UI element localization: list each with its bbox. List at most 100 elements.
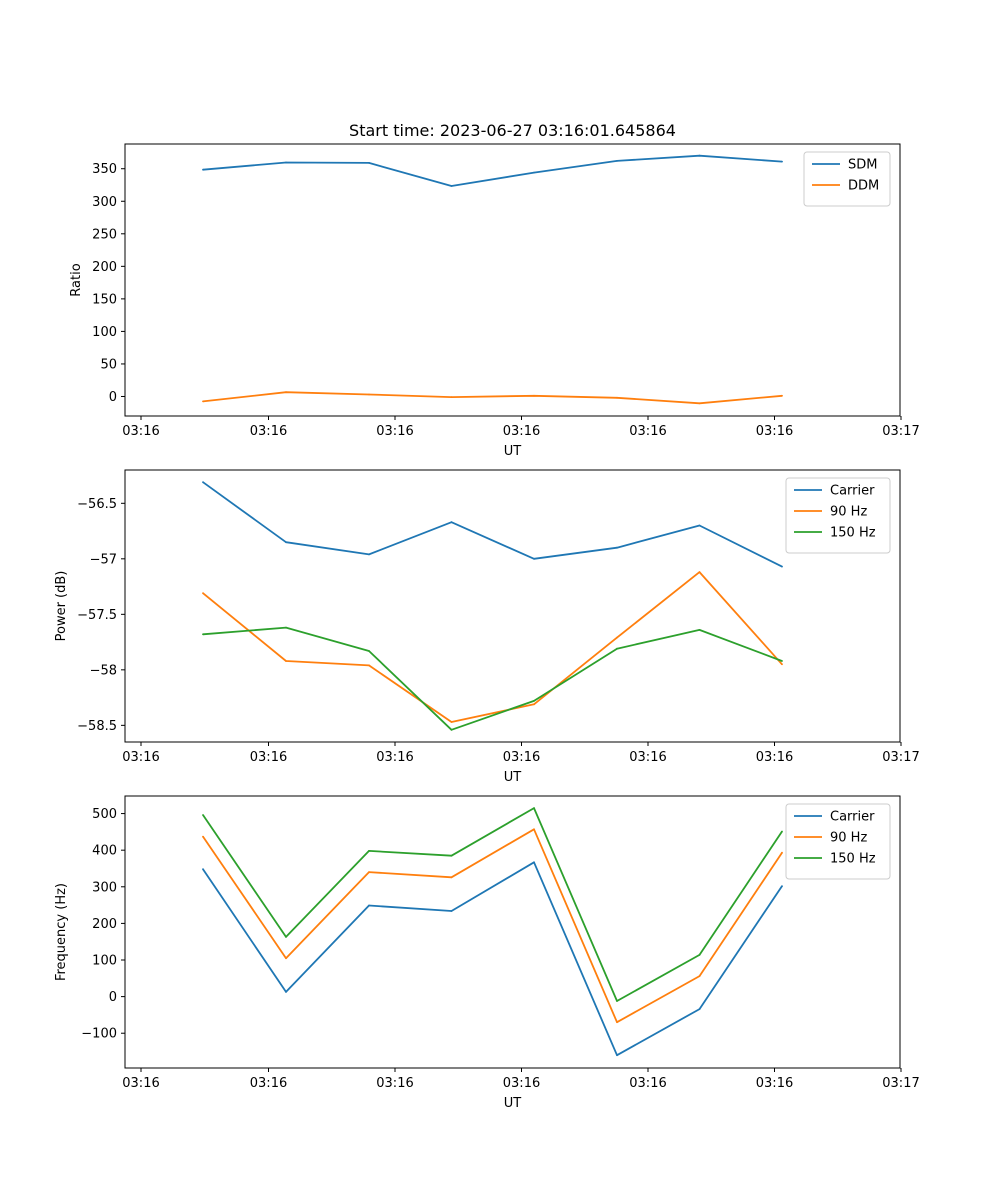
data-point-150-hz-3 [450, 728, 453, 731]
y-tick-label: 350 [92, 162, 117, 177]
legend-3: Carrier 90 Hz 150 Hz [785, 803, 891, 880]
data-point-carrier-1 [285, 991, 287, 993]
data-point-ddm-3 [450, 396, 453, 398]
y-tick-label: 500 [92, 807, 117, 822]
y-tick-label: 200 [92, 917, 117, 932]
x-tick-label: 03:16 [629, 1076, 666, 1091]
x-tick-label: 03:17 [882, 1076, 919, 1091]
data-point-sdm-0 [202, 168, 204, 171]
series-line-carrier [202, 861, 783, 1057]
data-point-carrier-0 [202, 481, 204, 484]
x-tick-label: 03:16 [629, 424, 666, 439]
data-point-150-hz-6 [698, 629, 701, 631]
panel-1: 0 50 100 150 200 250 300 350 03:16 03:16 03:16 03:1… [69, 143, 920, 459]
x-tick-label: 03:17 [882, 750, 919, 765]
data-point-carrier-7 [781, 885, 783, 887]
data-point-carrier-2 [368, 904, 370, 907]
x-tick-label: 03:16 [756, 424, 793, 439]
y-tick-label: 100 [92, 954, 117, 969]
data-point-150-hz-2 [368, 850, 370, 852]
series-line-150-hz [202, 626, 783, 731]
data-point-sdm-1 [285, 161, 287, 164]
y-tick-label: 400 [92, 844, 117, 859]
axes-frame-2 [124, 469, 901, 743]
series-line-sdm [202, 154, 783, 187]
x-axis-label: UT [504, 1096, 522, 1111]
legend-label: 150 Hz [830, 852, 876, 867]
data-point-carrier-6 [698, 1008, 701, 1010]
x-tick-label: 03:16 [503, 750, 540, 765]
data-point-150-hz-4 [533, 807, 535, 809]
y-axis-label: Frequency (Hz) [54, 883, 69, 981]
series-line-90-hz [202, 571, 783, 723]
y-tick-label: −58.5 [77, 719, 117, 734]
y-axis-label: Ratio [69, 263, 84, 296]
x-tick-label: 03:16 [503, 1076, 540, 1091]
data-point-90-hz-7 [781, 663, 783, 666]
legend-1: SDM DDM [803, 151, 891, 207]
data-point-sdm-5 [616, 160, 618, 162]
y-tick-label: 200 [92, 260, 117, 275]
data-point-150-hz-1 [285, 936, 287, 938]
data-point-90-hz-3 [450, 876, 453, 879]
data-point-carrier-1 [285, 541, 287, 544]
y-tick-label: 100 [92, 325, 117, 340]
legend-label: 150 Hz [830, 526, 876, 541]
data-point-ddm-4 [533, 394, 535, 397]
data-point-90-hz-2 [368, 871, 370, 873]
legend-label: Carrier [830, 484, 875, 499]
data-point-90-hz-0 [202, 592, 204, 595]
y-tick-label: 300 [92, 195, 117, 210]
panel-3: −100 0 100 200 300 400 500 03:16 03:16 03:16 03:16… [54, 795, 920, 1111]
data-point-carrier-6 [698, 524, 701, 527]
legend-label: 90 Hz [830, 831, 867, 846]
data-point-150-hz-4 [533, 700, 535, 702]
data-point-carrier-0 [202, 868, 204, 871]
x-tick-label: 03:16 [756, 750, 793, 765]
legend-2: Carrier 90 Hz 150 Hz [785, 477, 891, 554]
data-point-150-hz-2 [368, 650, 370, 652]
y-axis-label: Power (dB) [54, 571, 69, 642]
y-tick-label: −100 [81, 1027, 117, 1042]
data-point-150-hz-5 [616, 1000, 618, 1002]
legend-box [785, 477, 891, 554]
data-point-90-hz-3 [450, 721, 453, 723]
x-tick-label: 03:16 [629, 750, 666, 765]
x-tick-label: 03:16 [376, 424, 413, 439]
y-tick-label: −56.5 [77, 497, 117, 512]
data-point-carrier-4 [533, 861, 535, 864]
y-tick-label: 150 [92, 292, 117, 307]
x-tick-label: 03:16 [756, 1076, 793, 1091]
data-point-ddm-1 [285, 391, 287, 394]
y-tick-label: −57.5 [77, 608, 117, 623]
x-tick-label: 03:16 [250, 1076, 287, 1091]
data-point-90-hz-6 [698, 571, 701, 573]
legend-label: SDM [848, 158, 877, 173]
axes-frame-3 [124, 795, 901, 1069]
data-point-150-hz-6 [698, 954, 701, 956]
data-point-ddm-2 [368, 393, 370, 396]
legend-box [785, 803, 891, 880]
data-point-carrier-5 [616, 1054, 618, 1057]
x-tick-label: 03:16 [376, 1076, 413, 1091]
x-tick-label: 03:16 [250, 750, 287, 765]
data-point-sdm-3 [450, 185, 453, 187]
legend-label: Carrier [830, 810, 875, 825]
panel-2: −56.5 −57 −57.5 −58 −58.5 03:16 03:16 03:16 03:1… [54, 469, 920, 785]
data-point-90-hz-2 [368, 664, 370, 667]
data-point-150-hz-0 [202, 814, 204, 816]
data-point-150-hz-3 [450, 854, 453, 857]
data-point-sdm-4 [533, 171, 535, 174]
y-tick-label: −58 [90, 663, 117, 678]
panels: 0 50 100 150 200 250 300 350 03:16 03:16 03:16 03:1… [54, 143, 920, 1111]
x-tick-label: 03:16 [122, 424, 159, 439]
data-point-150-hz-0 [202, 633, 204, 636]
axes-frame-1 [124, 143, 901, 417]
data-point-90-hz-5 [616, 1021, 618, 1024]
figure-title: Start time: 2023-06-27 03:16:01.645864 [349, 121, 676, 140]
data-point-carrier-5 [616, 546, 618, 549]
y-tick-label: 50 [100, 357, 117, 372]
data-point-150-hz-7 [781, 660, 783, 662]
data-point-90-hz-1 [285, 957, 287, 960]
